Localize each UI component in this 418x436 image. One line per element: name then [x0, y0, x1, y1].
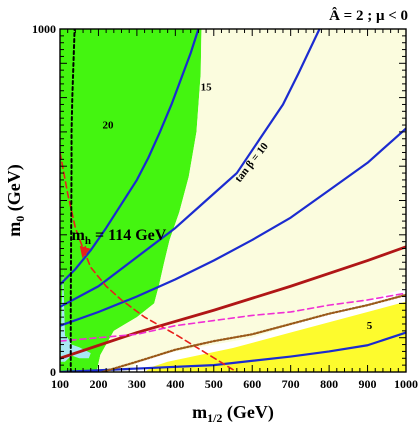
series-line-6 — [60, 292, 406, 342]
x-tick-label: 900 — [359, 377, 377, 391]
mh-label: mh = 114 GeV — [72, 227, 167, 247]
contour-label-3: 5 — [367, 320, 373, 332]
series-layer — [60, 29, 406, 372]
x-tick-label: 400 — [166, 377, 184, 391]
mh-annotation: mh = 114 GeV — [72, 227, 167, 259]
regions-layer — [60, 29, 406, 372]
contour-label-0: 20 — [103, 119, 115, 131]
y-axis-title: m0 (GeV) — [4, 164, 27, 236]
chart-title: Â = 2 ; μ < 0 — [329, 7, 408, 24]
series-line-1 — [60, 29, 321, 308]
x-tick-label: 800 — [320, 377, 338, 391]
mh-arrow — [79, 245, 91, 259]
x-tick-label: 600 — [243, 377, 261, 391]
ticks-layer: 100 200 300 400 500 600 700 800 900 1000 0 1000 — [32, 22, 418, 391]
series-line-2 — [60, 127, 406, 327]
series-line-7 — [101, 293, 406, 372]
y-tick-label: 0 — [50, 365, 56, 379]
region-cream — [96, 29, 406, 372]
series-line-4 — [60, 245, 406, 360]
y-tick-label: 1000 — [32, 22, 56, 36]
x-tick-label: 300 — [128, 377, 146, 391]
x-axis-title: m1/2 (GeV) — [192, 402, 274, 425]
region-lightblue — [60, 269, 91, 362]
x-tick-label: 700 — [282, 377, 300, 391]
x-tick-label: 500 — [205, 377, 223, 391]
x-tick-label: 1000 — [394, 377, 418, 391]
region-yellow — [144, 301, 406, 372]
series-line-5 — [60, 151, 238, 372]
contour-label-1: 15 — [201, 82, 213, 94]
series-line-8 — [69, 29, 76, 372]
x-tick-label: 200 — [89, 377, 107, 391]
x-tick-label: 100 — [51, 377, 69, 391]
